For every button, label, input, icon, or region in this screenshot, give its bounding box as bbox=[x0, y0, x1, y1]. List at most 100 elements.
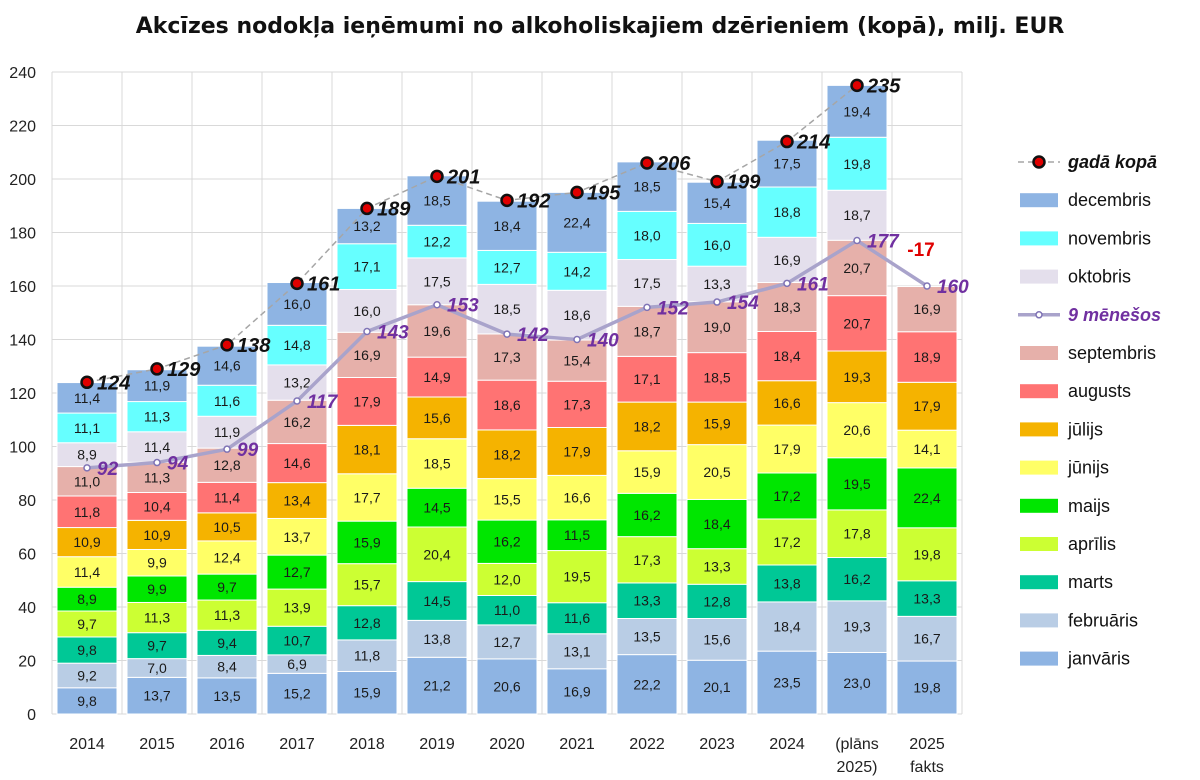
bar-segment bbox=[266, 399, 328, 445]
bar-segment bbox=[756, 282, 818, 332]
bar-segment bbox=[686, 401, 748, 446]
data-label: 18,3 bbox=[773, 299, 800, 315]
data-label: 12,0 bbox=[493, 571, 520, 587]
nine-month-label: 92 bbox=[97, 459, 119, 480]
data-label: 16,6 bbox=[773, 395, 800, 411]
bar-segment bbox=[336, 376, 398, 426]
bar-segment bbox=[476, 333, 538, 381]
bar-segment bbox=[126, 492, 188, 521]
bar-segment bbox=[896, 467, 958, 529]
chart-title: Akcīzes nodokļa ieņēmumi no alkoholiskaj… bbox=[135, 14, 1065, 39]
bar-segment bbox=[686, 181, 748, 224]
legend-label: oktobris bbox=[1068, 267, 1131, 287]
bar-segment bbox=[126, 401, 188, 433]
legend-swatch bbox=[1020, 460, 1058, 475]
data-label: 15,9 bbox=[633, 464, 660, 480]
legend-label: jūnijs bbox=[1067, 458, 1109, 478]
bar-segment bbox=[616, 161, 678, 212]
total-point bbox=[220, 338, 234, 352]
data-label: 19,3 bbox=[843, 369, 870, 385]
nine-month-label: 160 bbox=[937, 277, 969, 298]
data-label: 18,4 bbox=[773, 348, 800, 364]
data-label: 11,0 bbox=[494, 602, 520, 618]
data-label: 12,7 bbox=[493, 259, 520, 275]
nine-month-label: 154 bbox=[727, 293, 759, 314]
nine-month-label: 152 bbox=[657, 298, 689, 319]
data-label: 18,7 bbox=[633, 323, 660, 339]
data-label: 22,4 bbox=[913, 490, 940, 506]
x-tick-label: 2025) bbox=[837, 759, 878, 776]
bar-segment bbox=[476, 429, 538, 480]
bar-segment bbox=[686, 583, 748, 620]
data-label: 16,0 bbox=[353, 303, 380, 319]
total-label: 201 bbox=[446, 166, 480, 188]
data-label: 11,0 bbox=[74, 473, 100, 489]
legend-swatch bbox=[1020, 269, 1058, 284]
data-label: 12,8 bbox=[703, 593, 730, 609]
bar-segment bbox=[826, 600, 888, 653]
bar-segment bbox=[476, 519, 538, 564]
nine-month-point bbox=[503, 330, 511, 338]
total-point bbox=[780, 134, 794, 149]
bar-segment bbox=[196, 573, 258, 601]
data-label: 13,9 bbox=[283, 600, 310, 616]
data-label: 15,9 bbox=[703, 415, 730, 431]
data-label: 9,4 bbox=[217, 635, 237, 651]
y-tick-label: 220 bbox=[9, 119, 36, 136]
bar-segment bbox=[266, 672, 328, 715]
y-tick-label: 100 bbox=[9, 440, 36, 457]
data-label: 13,5 bbox=[213, 688, 240, 704]
data-label: 9,8 bbox=[77, 642, 97, 658]
nine-month-point bbox=[153, 458, 161, 467]
bar-segment bbox=[406, 356, 468, 398]
legend-label: septembris bbox=[1068, 343, 1156, 363]
bar-segment bbox=[336, 520, 398, 565]
legend-swatch bbox=[1020, 231, 1058, 246]
bar-segment bbox=[756, 186, 818, 238]
data-label: 18,4 bbox=[493, 218, 520, 234]
data-label: 15,5 bbox=[493, 491, 520, 507]
x-tick-label: 2014 bbox=[69, 736, 105, 753]
data-label: 14,6 bbox=[283, 455, 310, 471]
nine-month-point bbox=[83, 464, 91, 472]
bar-segment bbox=[756, 564, 818, 603]
total-point bbox=[500, 193, 514, 208]
nine-month-label: 117 bbox=[307, 392, 339, 413]
legend-label: maijs bbox=[1068, 496, 1110, 516]
data-label: 13,2 bbox=[283, 375, 310, 391]
bar-segment bbox=[616, 582, 678, 620]
data-label: 8,9 bbox=[77, 447, 97, 463]
y-tick-label: 160 bbox=[9, 279, 36, 296]
bar-segment bbox=[56, 412, 118, 444]
bar-segment bbox=[826, 136, 888, 191]
bar-segment bbox=[826, 509, 888, 559]
legend-label: jūlijs bbox=[1067, 419, 1103, 439]
bar-segment bbox=[336, 639, 398, 672]
data-label: 17,9 bbox=[913, 398, 940, 414]
nine-month-label: 99 bbox=[237, 440, 259, 461]
data-label: 18,2 bbox=[633, 418, 660, 434]
bar-segment bbox=[546, 251, 608, 291]
y-tick-label: 200 bbox=[9, 172, 36, 189]
data-label: 7,0 bbox=[147, 660, 167, 676]
data-label: 18,4 bbox=[773, 619, 800, 635]
nine-month-label: 140 bbox=[587, 331, 619, 352]
total-point bbox=[570, 185, 584, 200]
bar-segment bbox=[616, 492, 678, 538]
data-label: 20,6 bbox=[843, 422, 870, 438]
bar-segment bbox=[756, 236, 818, 284]
data-label: 16,9 bbox=[563, 683, 590, 699]
data-label: 12,7 bbox=[493, 634, 520, 650]
bar-segment bbox=[336, 473, 398, 522]
data-label: 10,5 bbox=[213, 519, 240, 535]
nine-month-point bbox=[573, 335, 581, 344]
total-label: 206 bbox=[656, 153, 691, 175]
nine-month-label: 153 bbox=[447, 296, 479, 317]
bar-segment bbox=[476, 594, 538, 626]
data-label: 9,7 bbox=[217, 579, 237, 595]
bar-segment bbox=[476, 379, 538, 431]
total-line bbox=[86, 84, 858, 384]
bar-segment bbox=[196, 599, 258, 631]
data-label: 15,9 bbox=[353, 534, 380, 550]
data-label: 14,2 bbox=[563, 263, 590, 279]
